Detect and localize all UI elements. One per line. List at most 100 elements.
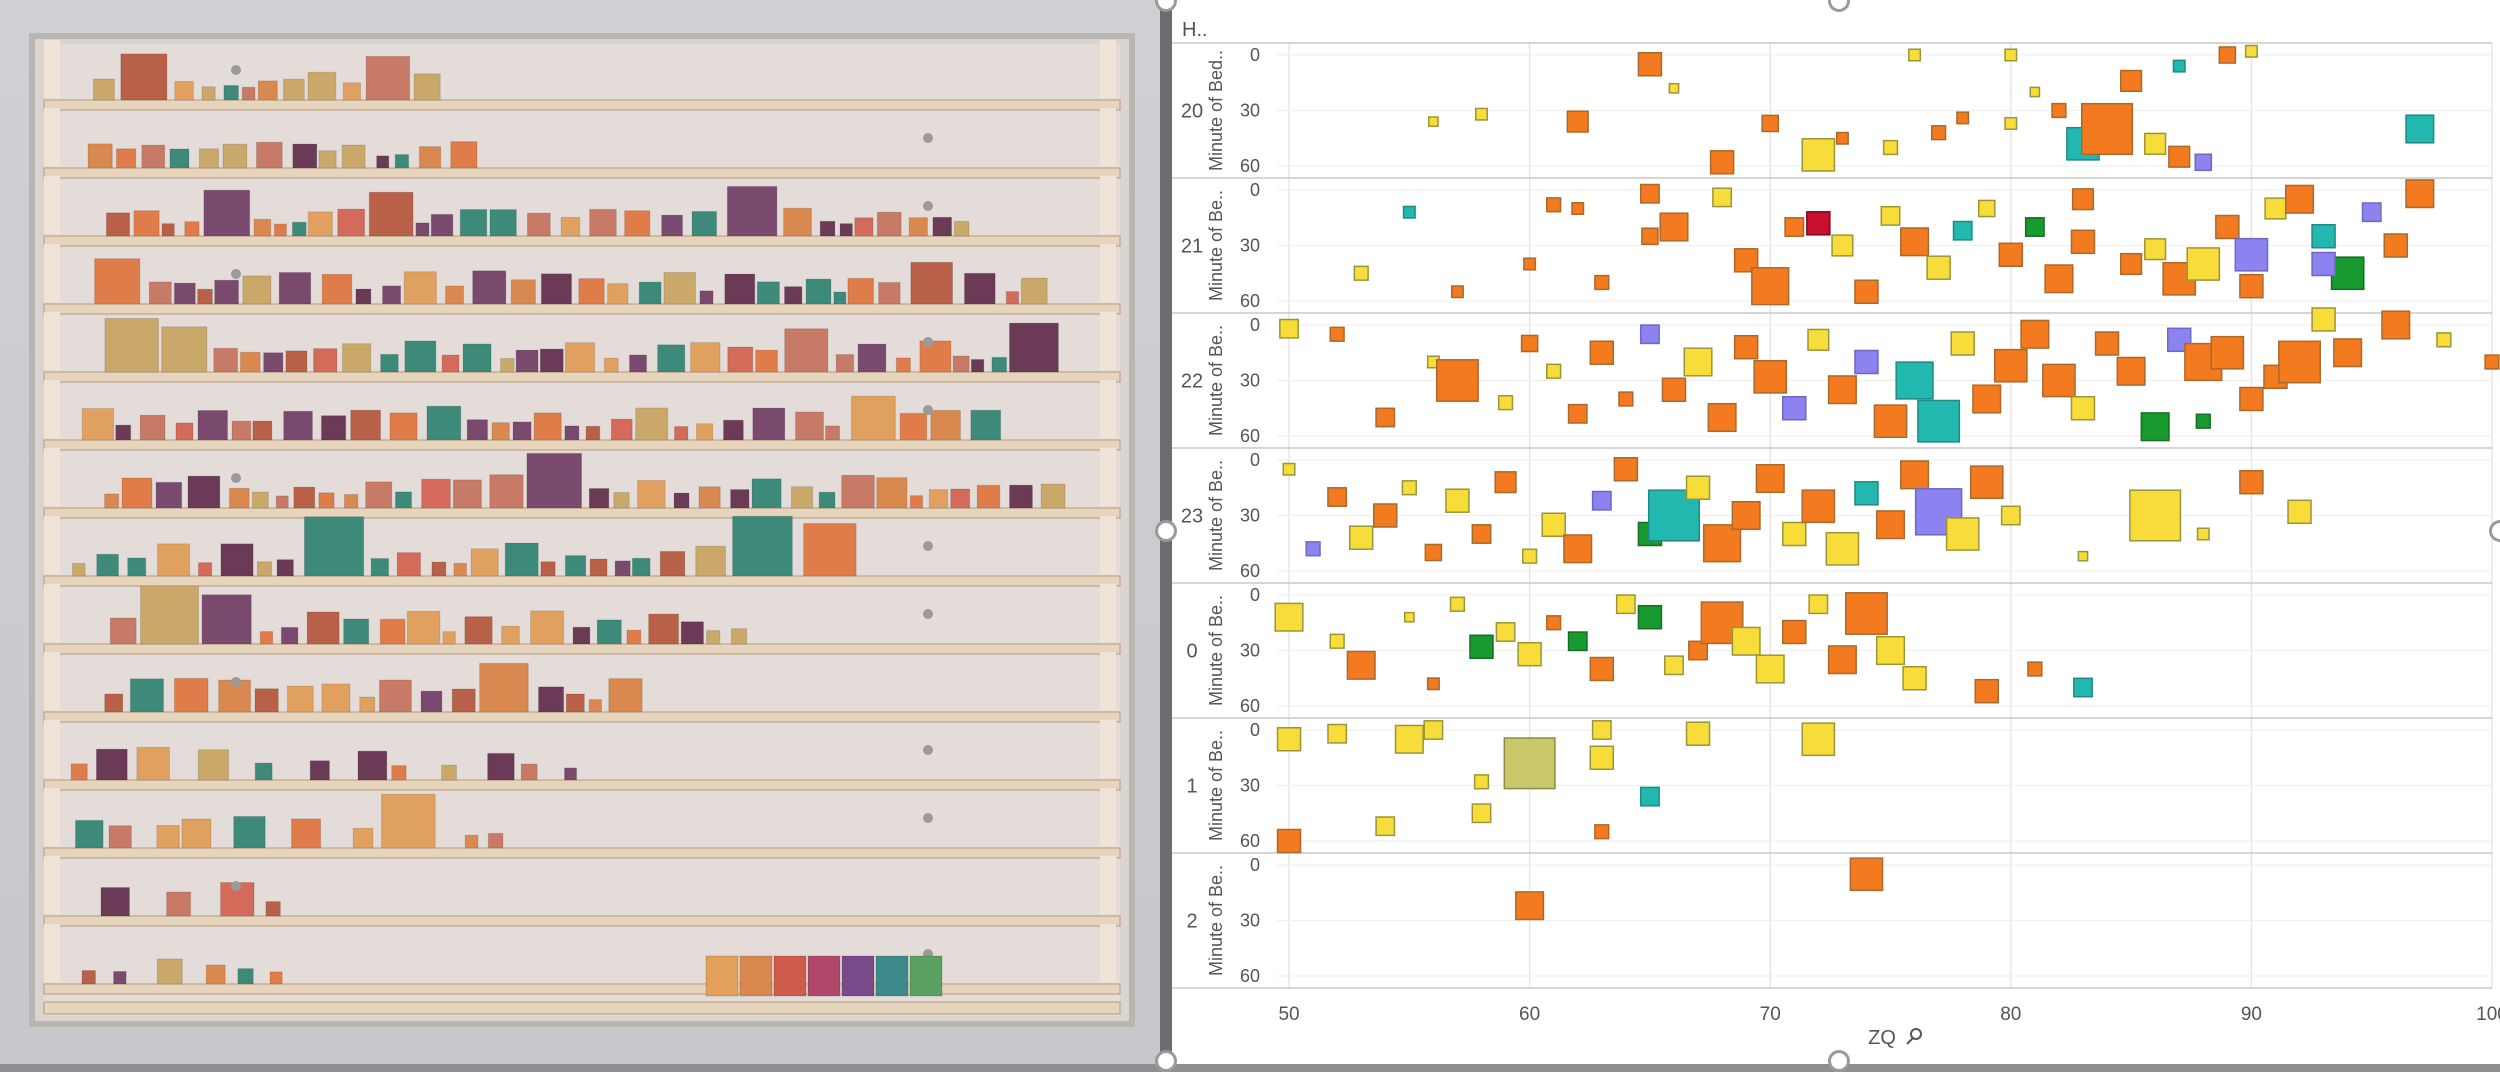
data-point bbox=[1566, 110, 1589, 133]
data-point bbox=[1849, 857, 1884, 892]
data-point bbox=[1594, 824, 1610, 840]
shelf-cube bbox=[540, 273, 573, 305]
shelf-cube bbox=[487, 752, 515, 781]
x-tick-label: 70 bbox=[1760, 1004, 1781, 1025]
data-point bbox=[1702, 524, 1742, 563]
shelf-cube bbox=[81, 408, 115, 441]
y-tick-label: 30 bbox=[1240, 371, 1260, 391]
resize-handle-top-center[interactable] bbox=[1828, 0, 1850, 12]
shelf-cube bbox=[637, 479, 666, 509]
shelf-cube bbox=[520, 763, 538, 781]
shelf-cube bbox=[970, 358, 985, 373]
shelf-cube bbox=[337, 208, 366, 237]
shelf-cube bbox=[538, 686, 565, 713]
shelf-cube bbox=[255, 141, 283, 169]
data-point bbox=[1567, 403, 1588, 424]
shelf-cube bbox=[459, 209, 488, 237]
shelf-cube bbox=[631, 557, 651, 577]
shelf-cube bbox=[343, 618, 370, 645]
shelf-cube bbox=[431, 561, 447, 577]
data-point bbox=[1926, 255, 1951, 280]
shelf-cube bbox=[275, 495, 289, 509]
shelf-cube bbox=[303, 516, 365, 577]
shelf-cube bbox=[500, 358, 515, 373]
shelf-cube bbox=[241, 86, 256, 101]
y-tick-label: 60 bbox=[1240, 831, 1260, 851]
row-label: 22 bbox=[1181, 371, 1203, 393]
shelf-cube bbox=[784, 328, 829, 373]
shelf-cube bbox=[564, 555, 587, 577]
shelf-ledge bbox=[43, 439, 1121, 451]
y-axis-title: Minute of Bed.. bbox=[1206, 50, 1226, 171]
shelf-cube bbox=[690, 342, 721, 373]
data-point bbox=[1661, 377, 1687, 402]
shelf-cube bbox=[895, 357, 911, 373]
data-point bbox=[2051, 102, 2067, 119]
data-point bbox=[2194, 153, 2213, 172]
shelf-cube bbox=[115, 424, 132, 441]
shelf-cube bbox=[663, 271, 696, 305]
data-point bbox=[1274, 602, 1304, 632]
data-point bbox=[2278, 340, 2321, 384]
resize-handle-middle-left[interactable] bbox=[1155, 520, 1177, 542]
data-point bbox=[2381, 310, 2411, 340]
data-point bbox=[1276, 828, 1302, 854]
shelf-cube bbox=[839, 223, 853, 237]
resize-handle-bottom-left[interactable] bbox=[1155, 1050, 1177, 1072]
shelf-cube bbox=[321, 683, 351, 713]
data-point bbox=[1900, 460, 1930, 490]
data-point bbox=[1882, 139, 1899, 156]
shelf-cube bbox=[96, 553, 119, 577]
resize-handle-middle-right[interactable] bbox=[2489, 520, 2500, 542]
shelf-cube bbox=[242, 275, 272, 305]
shelf-end-cap bbox=[1100, 380, 1116, 438]
shelf-cube bbox=[273, 223, 287, 237]
shelf-cube bbox=[610, 418, 633, 441]
shelf-cube bbox=[133, 210, 160, 237]
data-point bbox=[2484, 354, 2500, 370]
shelf-cube bbox=[1005, 291, 1020, 305]
shelf-cube bbox=[784, 286, 803, 305]
shelf-end-label bbox=[44, 856, 60, 914]
shelf-screw bbox=[231, 677, 241, 687]
shelf-cube bbox=[94, 258, 141, 305]
shelf-screw bbox=[923, 133, 933, 143]
resize-handle-top-left[interactable] bbox=[1155, 0, 1177, 12]
resize-handle-bottom-center[interactable] bbox=[1828, 1050, 1850, 1072]
shelf-cube bbox=[470, 548, 499, 577]
shelf-cube bbox=[307, 71, 337, 101]
data-point bbox=[1875, 635, 1906, 666]
data-point bbox=[1782, 521, 1807, 547]
shelf-cube bbox=[156, 958, 183, 985]
data-point bbox=[2186, 247, 2221, 281]
data-point bbox=[1683, 347, 1713, 377]
data-point bbox=[1613, 457, 1639, 482]
shelf-end-label bbox=[44, 108, 60, 166]
shelf-cube bbox=[756, 281, 780, 305]
shelf-cube bbox=[389, 412, 418, 441]
data-point bbox=[1353, 265, 1369, 281]
shelf-cube bbox=[239, 351, 261, 373]
shelf-cube bbox=[596, 619, 622, 645]
data-point bbox=[1914, 488, 1963, 536]
shelf-cube bbox=[659, 550, 686, 577]
shelf-end-cap bbox=[1100, 720, 1116, 778]
shelf-cube bbox=[92, 78, 115, 101]
shelf-cube bbox=[732, 515, 793, 577]
shelf-cube bbox=[129, 678, 165, 713]
shelf-cube bbox=[919, 340, 952, 373]
shelf-cube bbox=[909, 495, 924, 509]
pin-icon[interactable] bbox=[1906, 1028, 1922, 1045]
shelf-cube bbox=[487, 832, 504, 849]
y-axis-title: Minute of Be.. bbox=[1206, 325, 1226, 436]
shelf-cube bbox=[624, 210, 651, 237]
data-point bbox=[2080, 102, 2134, 156]
y-tick-label: 0 bbox=[1250, 855, 1260, 875]
data-point bbox=[1591, 490, 1612, 511]
shelf-ledge bbox=[43, 99, 1121, 111]
data-point bbox=[2168, 145, 2191, 168]
scatter-chart: H.. ZQ 50607080901000306020Minute of Bed… bbox=[1172, 19, 2500, 1049]
y-tick-label: 30 bbox=[1240, 641, 1260, 661]
shelf-cube bbox=[699, 290, 714, 305]
shelf-cube bbox=[489, 209, 517, 237]
